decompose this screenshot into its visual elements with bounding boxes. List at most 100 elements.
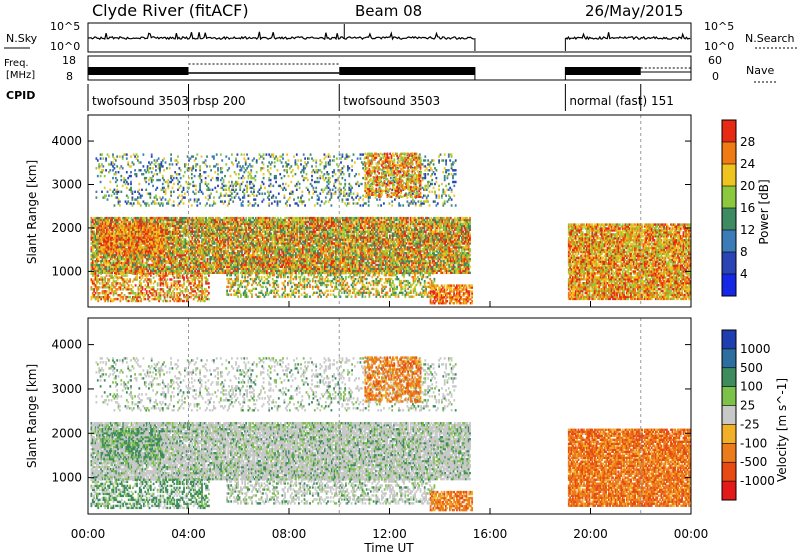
power-cell [223,254,225,257]
power-cell [206,261,209,265]
power-cell [116,240,119,243]
power-cell [267,252,270,255]
power-cell [266,230,268,233]
power-cell [129,250,131,253]
power-cell [241,250,243,253]
power-cell [208,216,210,220]
power-cell [288,232,290,235]
power-cell [249,222,252,226]
power-cell [210,244,213,247]
power-cell [177,252,180,255]
power-cell [201,261,203,265]
power-cell [140,265,143,269]
power-cell [216,218,219,222]
power-cell [245,267,248,271]
power-cell [184,250,187,253]
power-cell [181,226,184,229]
power-cell [248,246,250,249]
power-cell [231,226,234,229]
power-cell [198,226,201,229]
power-cell [137,261,140,265]
power-cell [123,269,126,272]
power-cell [224,238,227,241]
power-cell [213,236,216,239]
power-cell [143,263,145,267]
power-cell [152,257,155,261]
power-cell [223,236,225,239]
power-cell [214,259,217,263]
power-cell [220,252,223,255]
power-cell [199,252,202,255]
power-cell [180,252,183,255]
power-cell [260,259,263,263]
power-cell [245,257,248,261]
power-cell [248,271,250,274]
power-cell [192,257,195,261]
power-cell [205,269,207,272]
power-cell [199,257,202,261]
power-cell [126,271,129,274]
power-cell [266,250,268,253]
power-cell [112,263,115,267]
power-cell [282,259,285,263]
power-cell [167,267,170,271]
power-cell [196,220,199,224]
power-cell [237,226,239,229]
power-cell [248,236,250,239]
power-cell [181,228,184,231]
power-cell [181,242,184,245]
power-cell [116,218,119,222]
power-cell [101,256,104,259]
power-cell [132,269,134,272]
power-cell [274,269,277,272]
power-cell [203,250,206,253]
power-cell [196,261,199,265]
power-cell [134,261,137,265]
power-cell [120,257,123,261]
power-cell [167,261,170,265]
power-cell [217,269,220,272]
power-cell [130,259,133,263]
power-cell [192,261,195,265]
power-cell [203,246,206,249]
power-cell [174,220,177,224]
power-cell [198,256,201,259]
power-cell [130,252,133,255]
power-cell [140,271,143,274]
power-cell [259,228,261,231]
power-cell [174,218,177,222]
power-cell [219,224,221,228]
power-cell [120,242,123,245]
cpid-segment-label: twofsound 3503 [92,94,189,108]
power-cell [179,261,181,265]
power-cell [224,257,227,261]
power-cell [196,240,199,243]
power-cell [174,244,177,247]
power-cell [166,246,169,249]
power-cell [256,246,259,249]
power-cell [167,238,170,241]
power-cell [100,265,102,269]
power-cell [259,222,261,226]
power-cell [288,257,290,261]
power-cell [96,250,98,253]
power-cell [256,230,259,233]
power-cell [285,269,288,272]
power-cell [224,230,227,233]
power-cell [216,259,219,263]
power-cell [219,256,221,259]
power-cell [271,242,274,245]
power-cell [239,228,242,231]
power-cell [219,248,221,251]
power-cell [257,257,260,261]
power-cell [137,220,140,224]
power-cell [277,265,279,269]
power-cell [163,259,166,263]
power-cell [245,244,248,247]
power-cell [212,230,214,233]
power-cell [278,236,281,239]
power-cell [90,242,93,245]
power-cell [96,228,98,231]
power-cell [230,240,232,243]
power-cell [227,250,230,253]
